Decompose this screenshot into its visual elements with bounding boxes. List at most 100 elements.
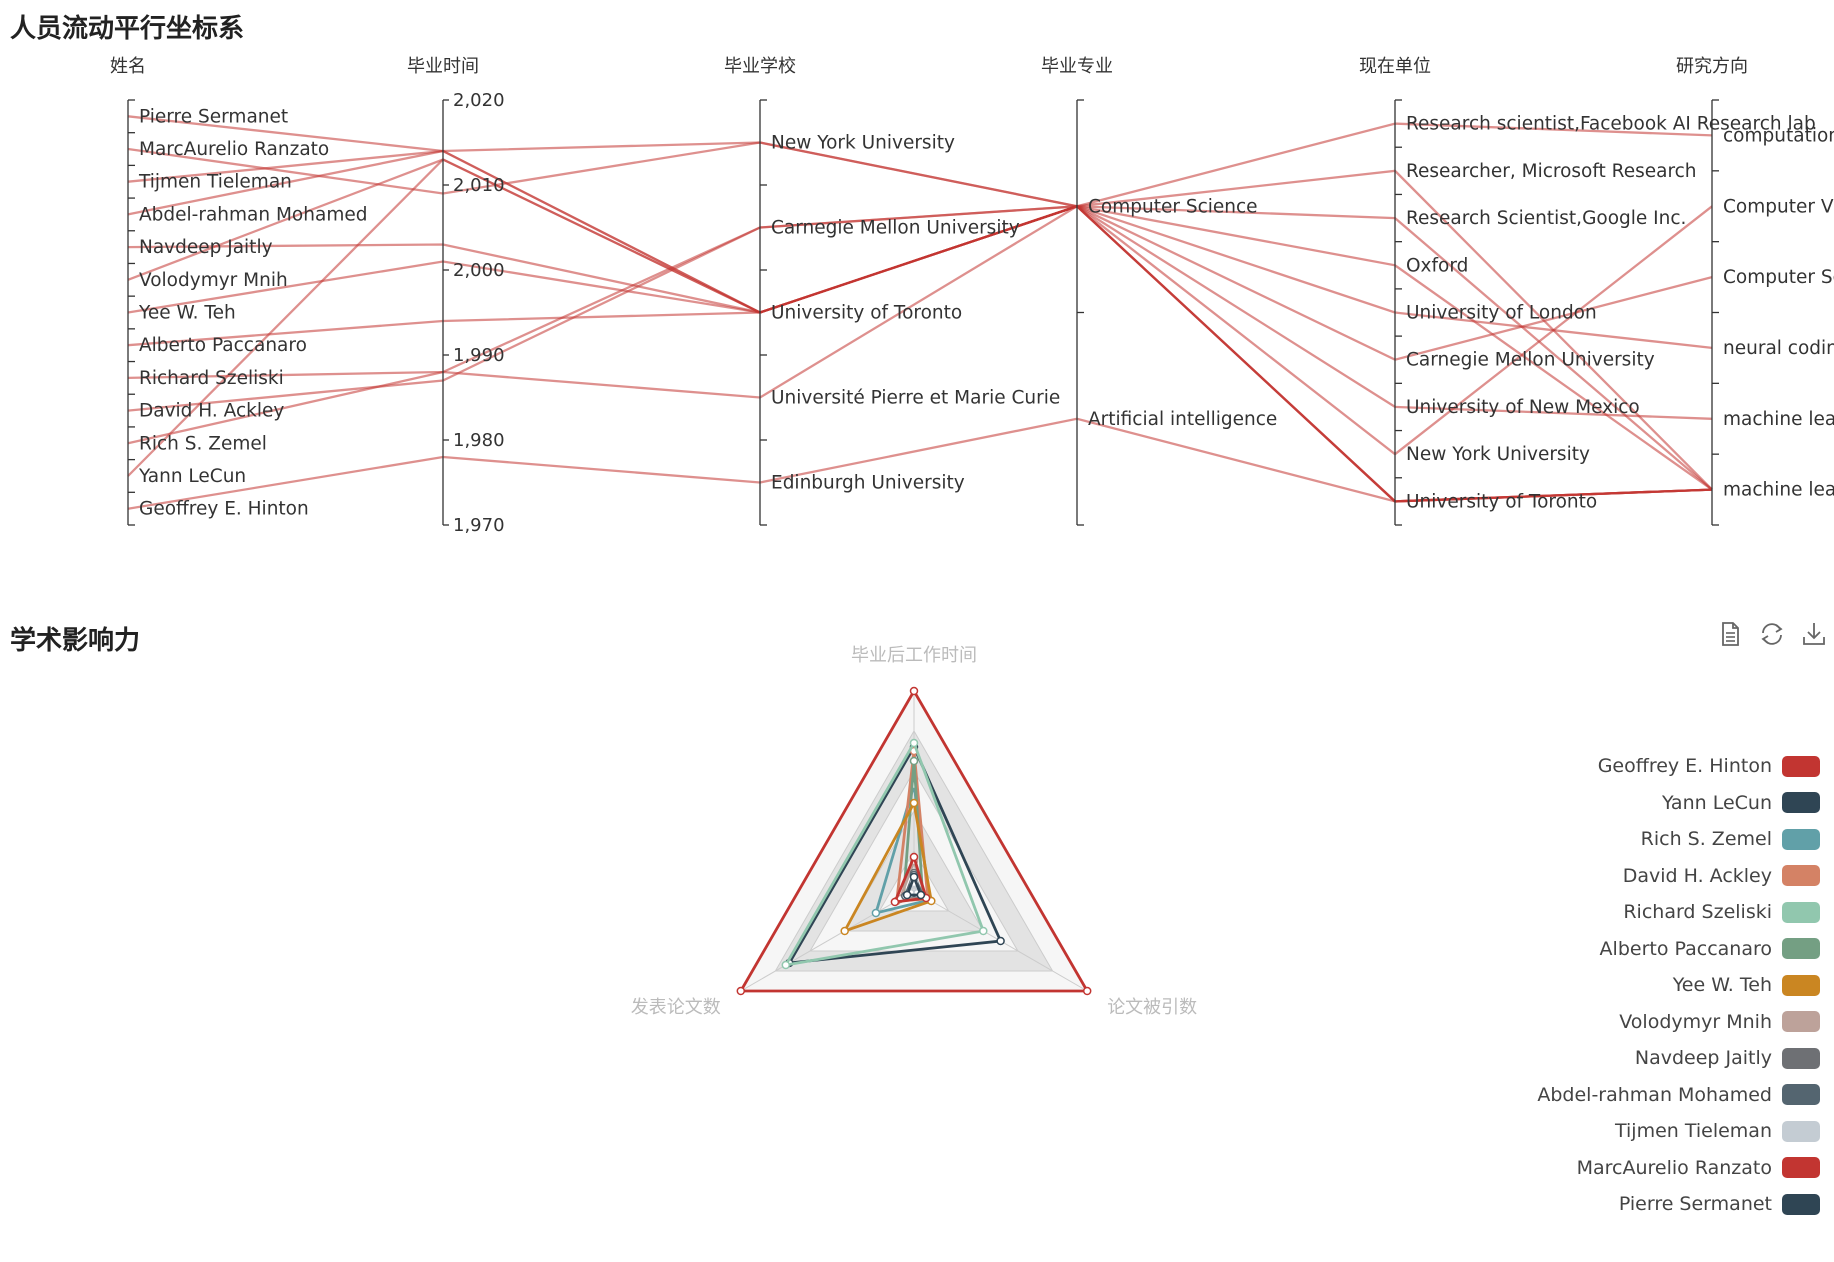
legend-label: Abdel-rahman Mohamed bbox=[1537, 1083, 1772, 1106]
parallel-lines bbox=[127, 115, 1713, 510]
category-label: Research Scientist,Google Inc. bbox=[1406, 208, 1686, 229]
radar-point bbox=[909, 798, 919, 808]
radar-series-tijmen-tieleman bbox=[906, 878, 922, 898]
legend-item[interactable]: Yann LeCun bbox=[1420, 785, 1820, 822]
category-label: Volodymyr Mnih bbox=[139, 270, 288, 291]
radar-series-david-h-ackley bbox=[892, 746, 933, 906]
radar-point bbox=[895, 894, 905, 904]
tick-label: 1,980 bbox=[453, 430, 505, 451]
parallel-chart-title: 人员流动平行坐标系 bbox=[10, 14, 245, 44]
category-label: New York University bbox=[1406, 444, 1590, 465]
radar-series-marcaurelio-ranzato bbox=[890, 852, 931, 907]
legend-item[interactable]: Richard Szeliski bbox=[1420, 894, 1820, 931]
category-label: Navdeep Jaitly bbox=[139, 237, 273, 258]
radar-grid bbox=[739, 689, 1089, 992]
category-label: Yann LeCun bbox=[138, 466, 246, 487]
category-label: University of Toronto bbox=[1406, 491, 1597, 512]
category-label: David H. Ackley bbox=[139, 401, 284, 422]
legend-item[interactable]: Navdeep Jaitly bbox=[1420, 1040, 1820, 1077]
legend-item[interactable]: Abdel-rahman Mohamed bbox=[1420, 1077, 1820, 1114]
category-label: computation bbox=[1723, 125, 1834, 146]
axis-name: 研究方向 bbox=[1676, 56, 1748, 77]
radar-point bbox=[909, 870, 919, 880]
radar-series-abdel-rahman-mohamed bbox=[901, 870, 927, 901]
radar-point bbox=[906, 888, 915, 898]
category-label: machine lear bbox=[1723, 480, 1834, 501]
category-label: Computer Sc bbox=[1723, 267, 1834, 288]
radar-point bbox=[916, 890, 926, 900]
radar-series-line bbox=[902, 760, 925, 899]
axis-name: 毕业学校 bbox=[724, 56, 796, 77]
radar-point bbox=[892, 896, 901, 906]
radar-split-area bbox=[809, 769, 1019, 952]
category-label: Université Pierre et Marie Curie bbox=[771, 388, 1060, 409]
radar-indicator-label: 论文被引数 bbox=[1107, 997, 1197, 1018]
radar-series-line bbox=[873, 784, 932, 915]
category-label: Computer Science bbox=[1088, 196, 1258, 217]
axis-name: 毕业专业 bbox=[1041, 56, 1113, 77]
legend-label: Yee W. Teh bbox=[1672, 974, 1772, 997]
radar-point bbox=[1082, 986, 1092, 996]
radar-axis-line bbox=[913, 890, 1088, 992]
radar-point bbox=[909, 742, 919, 752]
save-image-icon[interactable] bbox=[1800, 620, 1828, 648]
legend-label: Richard Szeliski bbox=[1623, 901, 1772, 924]
radar-split-area bbox=[774, 730, 1054, 972]
radar-series-line bbox=[738, 688, 1090, 993]
legend-swatch bbox=[1782, 755, 1820, 777]
category-label: Researcher, Microsoft Research bbox=[1406, 161, 1697, 182]
legend-label: David H. Ackley bbox=[1622, 864, 1772, 887]
radar-point bbox=[785, 958, 794, 968]
legend-item[interactable]: Tijmen Tieleman bbox=[1420, 1113, 1820, 1150]
radar-point bbox=[925, 895, 934, 905]
radar-split-area bbox=[739, 689, 1089, 992]
parallel-axis-4: 毕业专业 Computer Science Artificial intellige… bbox=[1041, 56, 1277, 526]
category-label: Oxford bbox=[1406, 255, 1468, 276]
legend-label: Navdeep Jaitly bbox=[1634, 1047, 1772, 1070]
radar-point bbox=[996, 936, 1005, 946]
radar-series-volodymyr-mnih bbox=[895, 856, 931, 904]
legend-label: MarcAurelio Ranzato bbox=[1576, 1156, 1772, 1179]
legend-item[interactable]: Yee W. Teh bbox=[1420, 967, 1820, 1004]
legend-swatch bbox=[1782, 938, 1820, 960]
radar-indicator-label: 毕业后工作时间 bbox=[851, 645, 977, 666]
legend-item[interactable]: MarcAurelio Ranzato bbox=[1420, 1150, 1820, 1187]
parallel-axis-3: 毕业学校 New York University Carnegie Mellon U… bbox=[724, 56, 1060, 526]
category-label: Yee W. Teh bbox=[138, 303, 236, 324]
radar-point bbox=[899, 892, 908, 902]
legend-label: Rich S. Zemel bbox=[1640, 828, 1772, 851]
radar-series-line bbox=[895, 750, 930, 903]
radar-point bbox=[909, 686, 919, 696]
parallel-axis-2: 毕业时间 1,970 1,980 1,990 2,000 2,010 2,020 bbox=[407, 56, 505, 536]
legend-item[interactable]: Volodymyr Mnih bbox=[1420, 1004, 1820, 1041]
legend-swatch bbox=[1782, 792, 1820, 814]
legend-swatch bbox=[1782, 828, 1820, 850]
category-label: Research scientist,Facebook AI Research … bbox=[1406, 114, 1816, 135]
category-label: University of Toronto bbox=[771, 303, 962, 324]
category-label: New York University bbox=[771, 133, 955, 154]
category-label: University of London bbox=[1406, 303, 1597, 324]
legend-item[interactable]: Pierre Sermanet bbox=[1420, 1186, 1820, 1223]
legend-item[interactable]: Rich S. Zemel bbox=[1420, 821, 1820, 858]
legend-item[interactable]: Geoffrey E. Hinton bbox=[1420, 748, 1820, 785]
radar-series bbox=[736, 686, 1092, 996]
legend-label: Geoffrey E. Hinton bbox=[1597, 755, 1772, 778]
radar-series-line bbox=[786, 743, 1003, 965]
restore-icon[interactable] bbox=[1758, 620, 1786, 648]
legend-label: Pierre Sermanet bbox=[1618, 1193, 1772, 1216]
radar-point bbox=[902, 890, 912, 900]
legend-item[interactable]: David H. Ackley bbox=[1420, 858, 1820, 895]
data-view-icon[interactable] bbox=[1716, 620, 1744, 648]
radar-indicator-label: 发表论文数 bbox=[631, 997, 721, 1018]
radar-split-area bbox=[843, 810, 985, 932]
radar-point bbox=[909, 738, 919, 748]
category-label: Tijmen Tieleman bbox=[138, 172, 292, 193]
radar-point bbox=[921, 893, 931, 903]
category-label: Abdel-rahman Mohamed bbox=[139, 204, 367, 225]
radar-series-pierre-sermanet bbox=[902, 872, 926, 900]
radar-series-line bbox=[892, 852, 928, 904]
legend-swatch bbox=[1782, 1120, 1820, 1142]
category-label: neural codin bbox=[1723, 338, 1834, 359]
radar-point bbox=[909, 780, 919, 790]
legend-item[interactable]: Alberto Paccanaro bbox=[1420, 931, 1820, 968]
